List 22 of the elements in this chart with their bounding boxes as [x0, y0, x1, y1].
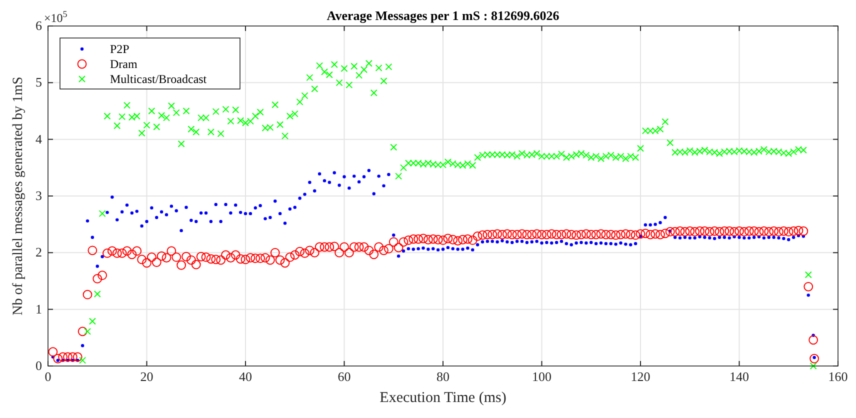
x-tick-label: 100: [532, 369, 552, 384]
y-tick-label: 2: [36, 244, 42, 260]
x-tick-label: 40: [239, 369, 252, 384]
y-axis-title: Nb of parallel messages generated by 1mS: [11, 76, 26, 316]
y-tick-label: 3: [36, 188, 42, 203]
x-tick-label: 120: [630, 369, 650, 384]
x-axis-title: Execution Time (ms): [380, 390, 506, 406]
x-tick-label: 160: [828, 369, 848, 384]
x-tick-label: 80: [436, 369, 450, 384]
y-tick-label: 4: [36, 131, 42, 146]
chart-title: Average Messages per 1 mS : 812699.6026: [326, 8, 560, 23]
x-tick-label: 20: [140, 369, 154, 384]
legend-label: Multicast/Broadcast: [110, 72, 208, 86]
y-tick-label: 6: [36, 18, 42, 33]
legend-label: P2P: [110, 42, 130, 56]
x-tick-label: 60: [338, 369, 351, 384]
legend-label: Dram: [110, 57, 138, 71]
y-tick-label: 0: [36, 358, 42, 373]
x-tick-label: 140: [730, 369, 749, 384]
y-tick-label: 5: [36, 74, 42, 90]
text: ×10$^{5}$: [44, 9, 68, 25]
y-tick-label: 1: [36, 301, 42, 316]
